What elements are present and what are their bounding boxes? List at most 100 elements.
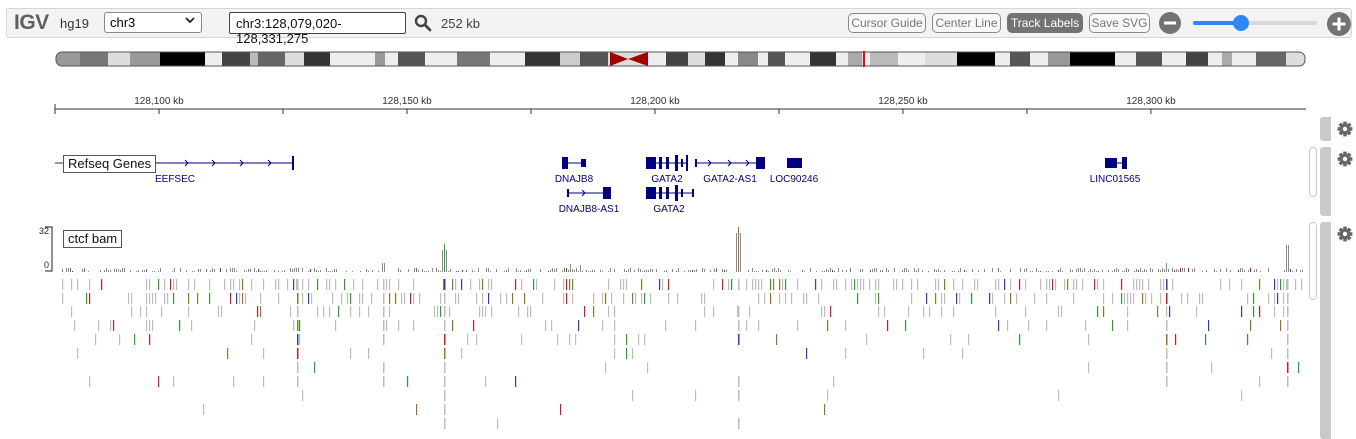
refseq-scrollbar[interactable] xyxy=(1320,147,1331,216)
read xyxy=(1133,293,1135,304)
coverage-bar xyxy=(1032,271,1033,272)
read xyxy=(290,306,292,317)
read xyxy=(1283,293,1285,304)
coverage-bar xyxy=(466,270,467,272)
ideogram-outline xyxy=(55,51,1306,67)
read xyxy=(776,334,778,345)
read xyxy=(998,320,1000,331)
read xyxy=(1241,306,1243,317)
ruler-scrollbar[interactable] xyxy=(1320,117,1331,141)
coverage-bar xyxy=(194,271,195,272)
gene-gata2[interactable]: GATA2 xyxy=(646,185,694,215)
zoom-in-icon[interactable] xyxy=(1327,12,1351,36)
read xyxy=(1121,293,1123,304)
gene-loc90246[interactable]: LOC90246 xyxy=(770,158,819,185)
bam-scroll-thumb[interactable] xyxy=(1309,222,1317,300)
chromosome-ideogram[interactable] xyxy=(0,0,1356,80)
coverage-bar xyxy=(906,268,907,272)
read xyxy=(623,279,625,290)
gear-icon[interactable] xyxy=(1337,226,1353,242)
coverage-bar xyxy=(894,268,895,272)
coverage-bar xyxy=(1082,270,1083,272)
zoom-slider[interactable] xyxy=(1193,15,1317,31)
coverage-bar xyxy=(1088,271,1089,272)
read xyxy=(323,306,325,317)
coverage-bar xyxy=(290,268,291,272)
coverage-bar xyxy=(1178,270,1179,272)
search-icon[interactable] xyxy=(414,14,432,32)
read xyxy=(863,279,865,290)
read xyxy=(668,279,670,290)
read xyxy=(1007,320,1009,331)
refseq-scroll-thumb[interactable] xyxy=(1309,147,1317,197)
read xyxy=(491,306,493,317)
coverage-bar xyxy=(1058,270,1059,272)
coverage-bar xyxy=(320,270,321,272)
coverage-bar xyxy=(68,268,69,272)
read xyxy=(335,320,337,331)
coverage-bar xyxy=(1038,271,1039,272)
coverage-bar xyxy=(1096,271,1097,272)
gear-icon[interactable] xyxy=(1337,121,1353,137)
coverage-bar xyxy=(652,269,653,272)
coverage-bar xyxy=(142,270,143,272)
gene-dnajb8-as1[interactable]: DNAJB8-AS1 xyxy=(559,187,620,215)
read xyxy=(263,376,265,387)
read xyxy=(614,334,616,345)
coverage-bar xyxy=(860,269,861,272)
center-line-button[interactable]: Center Line xyxy=(932,13,1001,33)
cytoband xyxy=(1048,52,1070,66)
coverage-bar xyxy=(610,268,611,272)
zoom-out-icon[interactable] xyxy=(1159,12,1181,34)
read xyxy=(242,293,244,304)
read xyxy=(962,348,964,359)
read xyxy=(512,293,514,304)
read xyxy=(221,306,223,317)
coverage-bar xyxy=(754,271,755,272)
coverage-bar xyxy=(326,268,327,272)
cytoband xyxy=(250,52,258,66)
read xyxy=(821,306,823,317)
gene-dnajb8[interactable]: DNAJB8 xyxy=(555,157,594,185)
gene-linc01565[interactable]: LINC01565 xyxy=(1090,157,1141,185)
zoom-slider-handle[interactable] xyxy=(1233,15,1250,31)
coverage-bar xyxy=(634,270,635,272)
coverage-bar xyxy=(1122,271,1123,272)
read xyxy=(1211,362,1213,373)
igv-logo: IGV xyxy=(14,11,49,34)
read xyxy=(818,293,820,304)
bam-scrollbar[interactable] xyxy=(1320,222,1331,439)
read xyxy=(569,279,571,290)
read xyxy=(572,293,574,304)
coverage-bar xyxy=(842,270,843,272)
cursor-guide-button[interactable]: Cursor Guide xyxy=(848,13,926,33)
read xyxy=(407,376,409,387)
gear-icon[interactable] xyxy=(1337,151,1353,167)
gene-eefsec[interactable]: EEFSEC xyxy=(155,156,294,185)
save-svg-button[interactable]: Save SVG xyxy=(1089,13,1150,33)
ctcf-bam-track[interactable]: 32 0 xyxy=(0,222,1310,439)
genome-label[interactable]: hg19 xyxy=(60,16,89,31)
gene-gata2[interactable]: GATA2 xyxy=(646,155,688,185)
coverage-bar xyxy=(530,269,531,272)
refseq-gene-track[interactable]: EEFSEC DNAJB8 DNAJB8-AS1 GATA2 xyxy=(0,145,1310,220)
locus-search-input[interactable]: chr3:128,079,020-128,331,275 xyxy=(229,12,406,46)
coverage-bar xyxy=(656,269,657,272)
coverage-bar xyxy=(966,271,967,272)
read xyxy=(665,320,667,331)
read xyxy=(86,293,88,304)
coverage-bar xyxy=(422,269,423,272)
read xyxy=(152,293,154,304)
track-labels-button[interactable]: Track Labels xyxy=(1007,13,1083,33)
ruler: 128,100 kb 128,150 kb 128,200 kb 128,250… xyxy=(54,96,1306,114)
read xyxy=(419,293,421,304)
read xyxy=(479,279,481,290)
read xyxy=(1058,306,1060,317)
read xyxy=(833,279,835,290)
gene-gata2-as1[interactable]: GATA2-AS1 xyxy=(695,157,765,185)
read xyxy=(302,390,304,401)
read xyxy=(341,293,343,304)
coverage-bar xyxy=(456,271,457,272)
chromosome-select[interactable]: chr3 xyxy=(104,12,202,33)
read xyxy=(350,293,352,304)
